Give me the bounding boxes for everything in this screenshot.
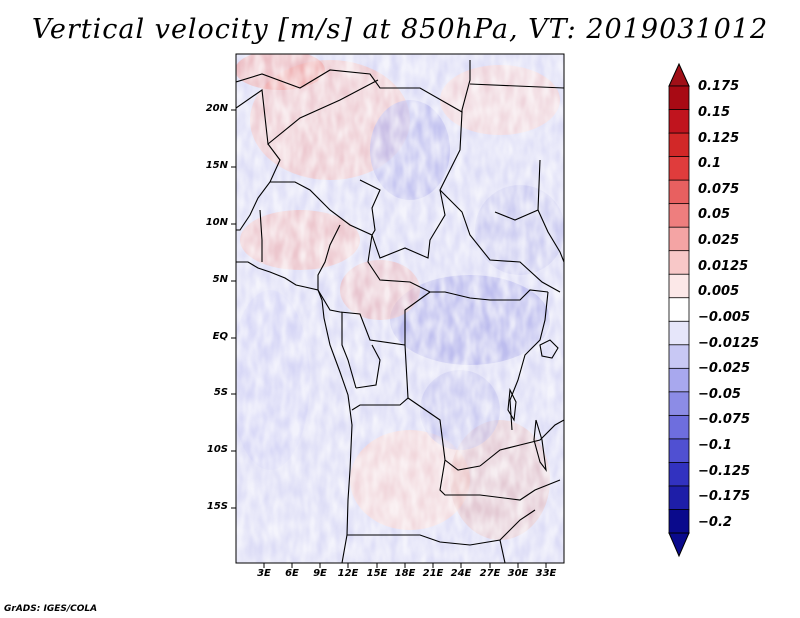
border-path — [270, 179, 381, 236]
colorbar-bottom-arrow — [668, 532, 690, 558]
colorbar-segment — [668, 250, 690, 276]
coastline — [236, 261, 353, 563]
colorbar-label: −0.05 — [698, 387, 741, 402]
border-path — [494, 159, 541, 221]
border-path — [236, 79, 379, 146]
border-path — [236, 143, 281, 231]
lon-label: 15E — [366, 568, 388, 579]
colorbar-segment — [668, 273, 690, 299]
lake-outline — [507, 388, 517, 422]
colorbar-label: 0.0125 — [698, 259, 749, 274]
border-path — [317, 289, 431, 346]
lat-label: 5S — [213, 387, 228, 398]
colorbar-segment — [668, 462, 690, 487]
plot-frame — [235, 53, 565, 564]
border-path — [479, 419, 564, 467]
lat-ticks — [231, 109, 236, 509]
lon-ticks — [263, 563, 547, 568]
lat-label: 20N — [205, 103, 228, 114]
country-borders — [236, 60, 564, 563]
border-path — [469, 83, 564, 89]
border-path — [351, 344, 409, 411]
border-path — [537, 209, 564, 263]
colorbar-segment — [668, 391, 690, 417]
lon-label: 9E — [313, 568, 327, 579]
grads-credit: GrADS: IGES/COLA — [4, 604, 98, 614]
border-path — [439, 459, 561, 501]
colorbar-segment — [668, 132, 690, 158]
colorbar-label: −0.2 — [698, 515, 732, 530]
colorbar-label: −0.025 — [698, 361, 751, 376]
colorbar-segment — [668, 344, 690, 370]
lat-label: EQ — [212, 331, 228, 342]
colorbar-segment — [668, 109, 690, 134]
colorbar-label: 0.175 — [698, 79, 740, 94]
colorbar-segment — [668, 414, 690, 440]
lon-label: 18E — [394, 568, 416, 579]
colorbar-segment — [668, 320, 690, 346]
colorbar-label: 0.025 — [698, 233, 740, 248]
colorbar-segment — [668, 156, 690, 181]
border-path — [439, 189, 561, 293]
border-path — [509, 291, 549, 431]
border-path — [317, 224, 341, 290]
colorbar-label: −0.075 — [698, 412, 751, 427]
lat-label: 15S — [206, 501, 228, 512]
colorbar-label: 0.075 — [698, 182, 740, 197]
chart-title: Vertical velocity [m/s] at 850hPa, VT: 2… — [31, 14, 769, 45]
border-path — [259, 209, 263, 262]
lon-label: 12E — [337, 568, 359, 579]
colorbar-label: −0.0125 — [698, 336, 760, 351]
colorbar-segment — [668, 226, 690, 252]
colorbar-segment — [668, 179, 690, 205]
lat-label: 5N — [212, 274, 228, 285]
lon-label: 3E — [257, 568, 271, 579]
border-path — [367, 234, 549, 301]
colorbar-label: 0.05 — [698, 207, 731, 222]
border-path — [341, 312, 357, 389]
lon-label: 6E — [285, 568, 299, 579]
colorbar-label: −0.125 — [698, 464, 751, 479]
lon-label: 33E — [535, 568, 557, 579]
colorbar-segment — [668, 203, 690, 228]
vertical-velocity-field — [236, 54, 564, 563]
colorbar-label: −0.175 — [698, 489, 751, 504]
lake-outline — [539, 339, 559, 359]
colorbar-segment — [668, 85, 690, 111]
colorbar-label: 0.005 — [698, 284, 740, 299]
border-path — [499, 539, 506, 563]
lon-label: 30E — [507, 568, 529, 579]
colorbar — [668, 62, 690, 558]
colorbar-label: 0.1 — [698, 156, 722, 171]
colorbar-label: −0.005 — [698, 310, 751, 325]
lat-label: 10N — [205, 217, 228, 228]
colorbar-segment — [668, 509, 690, 534]
colorbar-segment — [668, 367, 690, 393]
border-path — [347, 509, 536, 546]
colorbar-top-arrow — [668, 62, 690, 87]
lon-label: 27E — [479, 568, 501, 579]
border-path — [371, 111, 463, 259]
lat-label: 15N — [205, 160, 228, 171]
colorbar-label: −0.1 — [698, 438, 732, 453]
lat-label: 10S — [206, 444, 228, 455]
colorbar-label: 0.15 — [698, 105, 731, 120]
border-path — [355, 344, 381, 389]
border-path — [236, 60, 471, 113]
colorbar-segment — [668, 438, 690, 464]
lon-label: 21E — [422, 568, 444, 579]
colorbar-label: 0.125 — [698, 131, 740, 146]
lon-label: 24E — [450, 568, 472, 579]
colorbar-segment — [668, 485, 690, 511]
lake-outline — [533, 419, 547, 473]
colorbar-segment — [668, 297, 690, 323]
